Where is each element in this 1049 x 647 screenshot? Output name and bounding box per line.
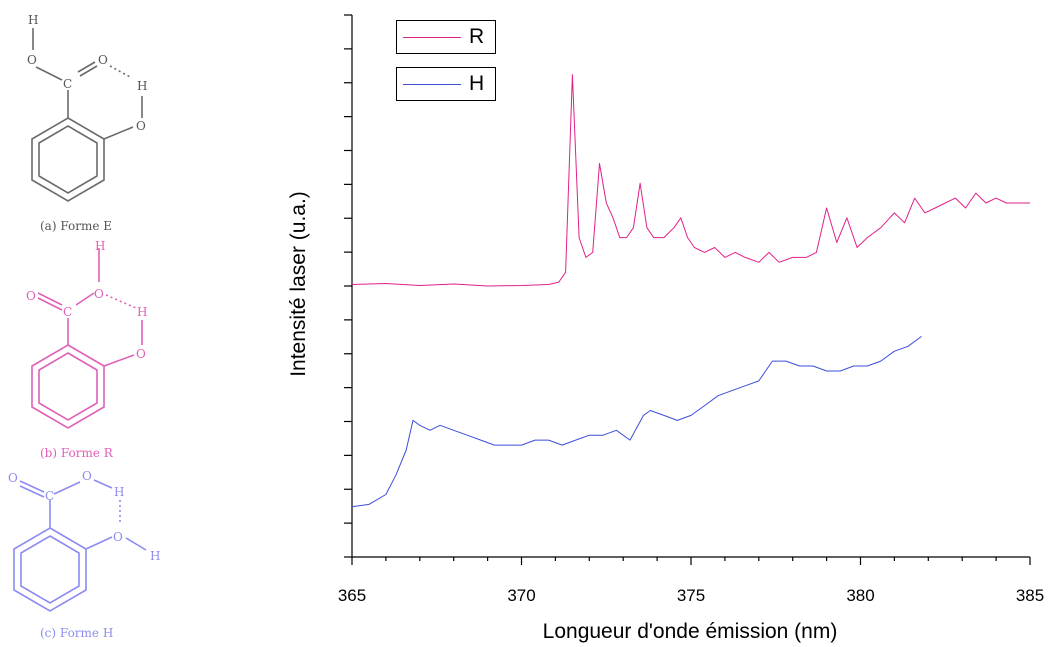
legend-swatch-h [403, 84, 461, 85]
legend-label-r: R [469, 25, 485, 48]
x-tick-label: 365 [337, 586, 367, 605]
atom-label: H [137, 79, 147, 93]
atom-label: H [95, 239, 105, 253]
y-axis-label: Intensité laser (u.a.) [287, 191, 310, 377]
x-ticks [351, 557, 1031, 565]
molecule-forme-e [31, 28, 143, 202]
atom-label: O [27, 53, 37, 67]
atom-label: O [94, 287, 104, 301]
atom-label: C [45, 489, 54, 503]
x-axis-label: Longueur d'onde émission (nm) [542, 620, 838, 643]
molecule-forme-h [13, 479, 147, 612]
atom-label: O [82, 469, 92, 483]
molecule-structures: H O O C H O H O O C H O [0, 0, 200, 647]
atom-label: H [137, 305, 147, 319]
molecule-caption: (b) Forme R [40, 446, 113, 460]
molecule-caption: (c) Forme H [40, 626, 114, 640]
x-tick-label: 385 [1015, 586, 1045, 605]
legend-swatch-r [403, 37, 461, 38]
legend-label-h: H [469, 72, 485, 95]
series-line-h [351, 335, 922, 508]
atom-label: H [114, 485, 124, 499]
x-tick-label: 375 [676, 586, 706, 605]
atom-label: O [136, 347, 146, 361]
molecule-caption: (a) Forme E [40, 219, 113, 233]
series-line-r [351, 74, 1030, 287]
atom-label: O [8, 471, 18, 485]
atom-label: H [150, 549, 160, 563]
atom-label: O [113, 530, 123, 544]
molecule-drawings: H O O C H O H O O C H O [8, 13, 160, 612]
y-ticks [344, 14, 352, 558]
atom-label: O [26, 289, 36, 303]
molecule-forme-r [31, 248, 143, 429]
x-tick-label: 370 [507, 586, 536, 605]
atom-label: C [63, 305, 72, 319]
atom-label: O [136, 119, 146, 133]
atom-label: H [28, 13, 38, 27]
legend-item-r: R [396, 20, 496, 54]
atom-label: C [63, 77, 72, 91]
legend-item-h: H [396, 67, 496, 101]
x-tick-label: 380 [846, 586, 875, 605]
atom-label: O [98, 53, 108, 67]
series-lines [351, 74, 1030, 508]
